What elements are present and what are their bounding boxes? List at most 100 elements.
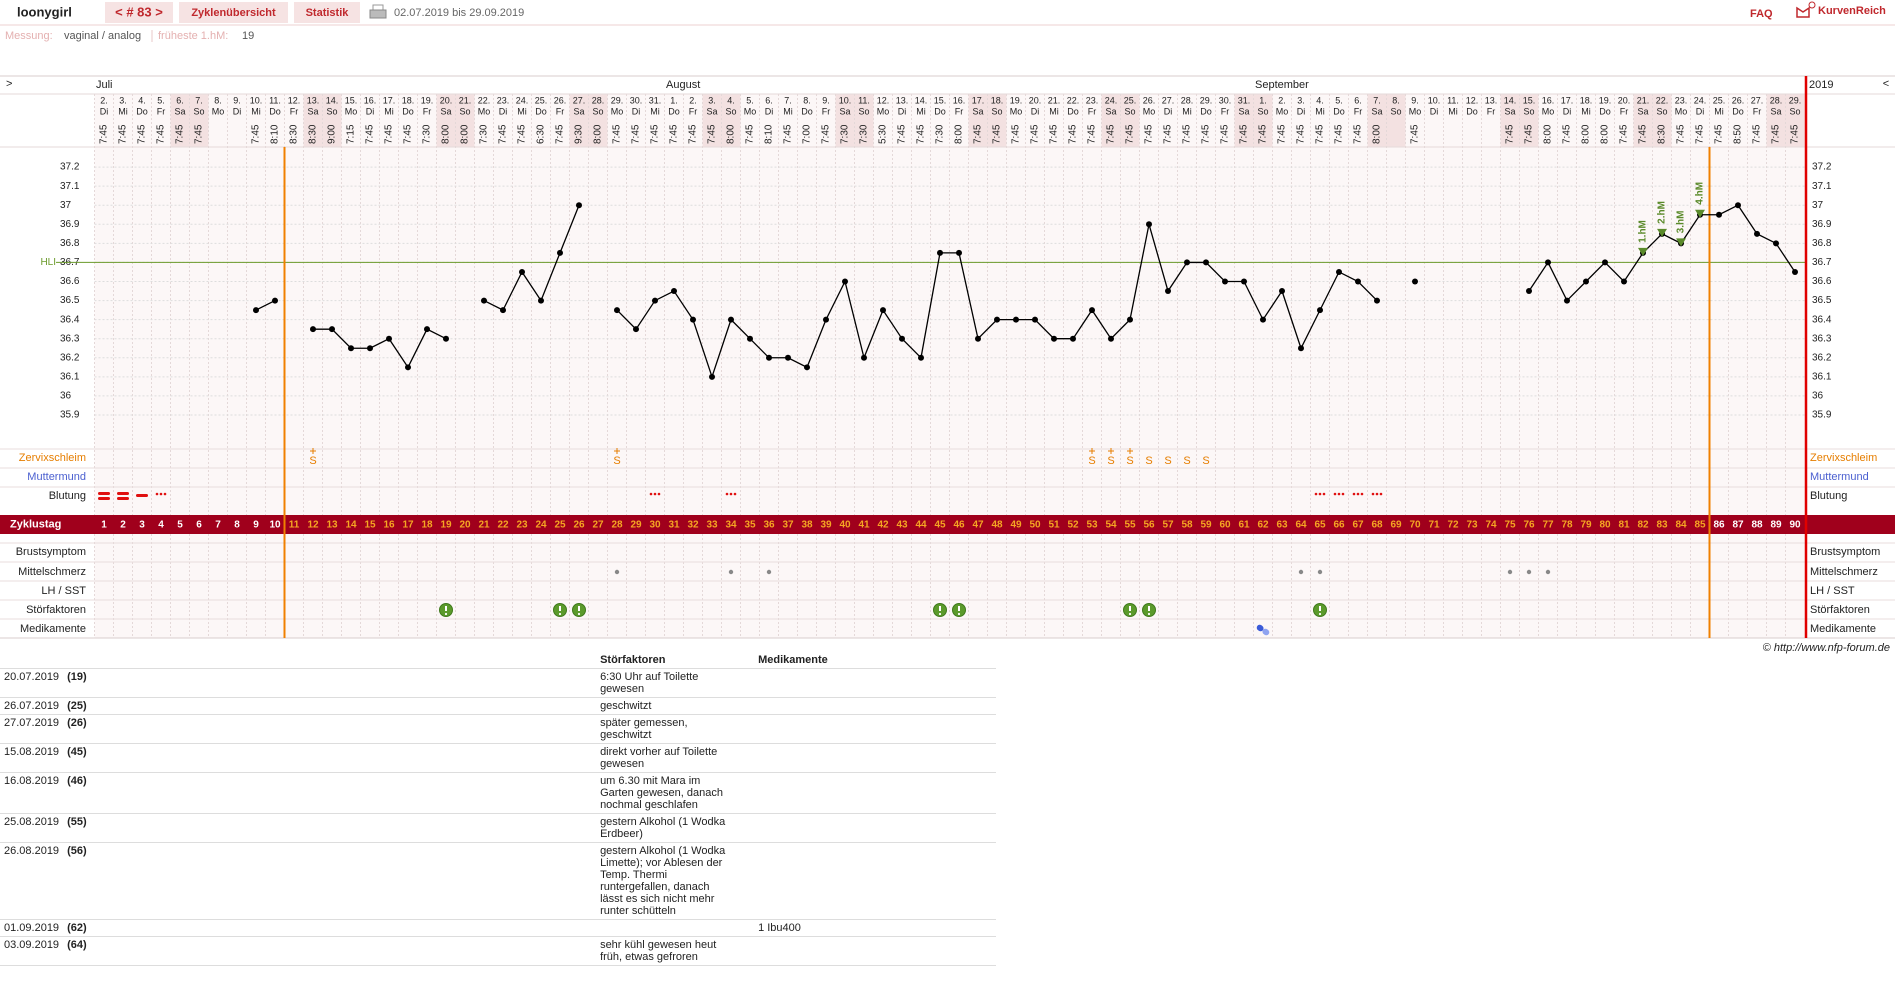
time-label: 7:45: [1353, 124, 1364, 144]
temperature-point: [1260, 316, 1266, 323]
cycle-day: 16: [383, 520, 395, 531]
date-label: 1.: [1259, 95, 1267, 105]
date-label: 8.: [1392, 95, 1400, 105]
bleeding-dot: [1371, 492, 1375, 496]
print-icon[interactable]: [369, 4, 387, 19]
cycle-day-text: (64): [67, 939, 87, 951]
y-tick-label: 36.6: [1812, 276, 1832, 287]
cycle-day: 25: [554, 520, 566, 531]
weekday-label: Mo: [877, 106, 890, 116]
temperature-point: [728, 316, 734, 323]
tab-overview[interactable]: Zyklenübersicht: [191, 7, 276, 19]
temperature-point: [405, 364, 411, 371]
cycle-day: 48: [991, 520, 1003, 531]
temperature-point: [1716, 211, 1722, 218]
time-label: 7:45: [403, 124, 414, 144]
weekday-label: Do: [1599, 106, 1611, 116]
tab-button[interactable]: [179, 2, 288, 23]
time-label: 8:10: [270, 124, 281, 144]
time-label: 7:45: [973, 124, 984, 144]
table-row: 16.08.2019 (46) um 6.30 mit Mara im Garten…: [0, 772, 996, 814]
weekday-label: Di: [898, 106, 907, 116]
bleeding-dot: [1379, 492, 1383, 496]
cycle-nav-button[interactable]: [105, 2, 173, 23]
time-label: 7:45: [992, 124, 1003, 144]
faq-link[interactable]: FAQ: [1750, 8, 1773, 20]
cycle-day: 59: [1200, 520, 1212, 531]
weekday-label: Do: [1200, 106, 1212, 116]
date-label: 5.: [157, 95, 165, 105]
cycle-day: 52: [1067, 520, 1079, 531]
cycle-day-text: (56): [67, 845, 87, 857]
date-label: 11.: [269, 95, 281, 105]
nav-right[interactable]: <: [1883, 78, 1889, 90]
cycle-day: 45: [934, 520, 946, 531]
cycle-day: 23: [516, 520, 528, 531]
time-label: 7:45: [1258, 124, 1269, 144]
cycle-day-text: (25): [67, 700, 87, 712]
cycle-day: 43: [896, 520, 908, 531]
cycle-nav[interactable]: < # 83 >: [115, 4, 163, 19]
weekday-label: Mo: [744, 106, 757, 116]
temperature-point: [652, 297, 658, 304]
row-label: LH / SST: [41, 585, 86, 597]
weekday-label: Mo: [345, 106, 358, 116]
cycle-day: 27: [592, 520, 604, 531]
header-cell: [0, 652, 64, 669]
row-label: Muttermund: [1810, 471, 1869, 483]
row-label: Blutung: [1810, 490, 1847, 502]
weekday-label: Sa: [1105, 106, 1116, 116]
bleeding-mark: [1333, 492, 1345, 496]
date-label: 10.: [250, 95, 263, 105]
nav-left[interactable]: >: [6, 78, 12, 90]
temperature-point: [880, 307, 886, 314]
cycle-day: 30: [649, 520, 661, 531]
date-text: 26.08.2019: [4, 845, 60, 857]
date-label: 19.: [1010, 95, 1023, 105]
weekday-label: So: [1124, 106, 1135, 116]
weekend-shade: [322, 94, 342, 147]
date: 16.08.2019: [0, 772, 64, 814]
medication: [754, 714, 996, 744]
brand[interactable]: KurvenReich: [1818, 5, 1886, 17]
tab-statistics[interactable]: Statistik: [306, 7, 350, 19]
temperature-point: [1564, 297, 1570, 304]
cycle-day: 20: [459, 520, 471, 531]
cycle-day: 81: [1618, 520, 1630, 531]
temperature-point: [576, 202, 582, 209]
date-label: 13.: [307, 95, 320, 105]
y-tick-label: 37: [1812, 200, 1824, 211]
cycle-day: 39: [820, 520, 832, 531]
temperature-point: [709, 373, 715, 380]
weekday-label: Fr: [1753, 106, 1762, 116]
date-label: 29.: [1200, 95, 1213, 105]
time-label: 7:45: [517, 124, 528, 144]
temperature-point: [1583, 278, 1589, 285]
rise-label: 1.hM: [1638, 220, 1649, 243]
cycle-day-text: (19): [67, 671, 87, 683]
y-tick-label: 36: [1812, 391, 1824, 402]
weekday-label: Sa: [440, 106, 451, 116]
date-label: 20.: [440, 95, 453, 105]
date-label: 21.: [1048, 95, 1061, 105]
pain-mark: [1298, 569, 1304, 575]
table-row: 26.08.2019 (56) gestern Alkohol (1 Wodka L…: [0, 842, 996, 920]
cycle-day: 90: [1789, 520, 1801, 531]
time-label: 8:00: [441, 124, 452, 144]
cycle-day-text: (55): [67, 816, 87, 828]
tab-button[interactable]: [294, 2, 360, 23]
weekday-label: Mi: [118, 106, 128, 116]
time-label: 7:45: [916, 124, 927, 144]
date-label: 24.: [516, 95, 529, 105]
cycle-day: 29: [630, 520, 642, 531]
weekend-shade: [569, 94, 589, 147]
date-text: 15.08.2019: [4, 746, 60, 758]
date-label: 8.: [803, 95, 811, 105]
date-label: 28.: [1181, 95, 1194, 105]
weekday-label: Di: [1031, 106, 1040, 116]
temperature-point: [272, 297, 278, 304]
date-label: 31.: [1238, 95, 1251, 105]
medication-text: 1 Ibu400: [758, 922, 801, 934]
disturbance-glyph: [938, 612, 942, 616]
temperature-point: [1051, 335, 1057, 342]
